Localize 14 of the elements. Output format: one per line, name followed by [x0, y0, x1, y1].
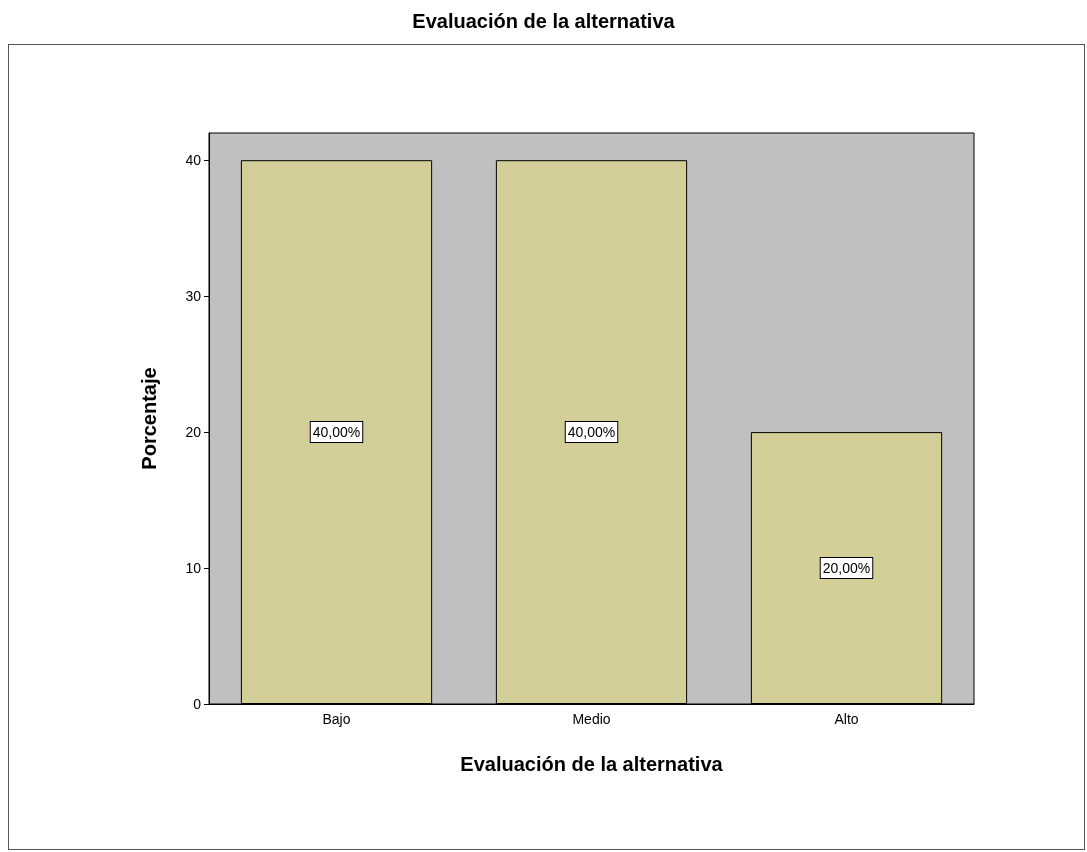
x-tick-label: Bajo: [322, 711, 351, 727]
y-tick-label: 20: [185, 424, 202, 441]
x-axis-title: Evaluación de la alternativa: [460, 753, 724, 775]
y-axis-title: Porcentaje: [138, 367, 160, 470]
y-tick-label: 0: [193, 696, 202, 712]
x-tick-label: Alto: [834, 711, 859, 727]
y-tick-label: 30: [185, 288, 202, 305]
data-label: 20,00%: [822, 560, 871, 577]
data-label: 40,00%: [312, 424, 361, 441]
chart-title: Evaluación de la alternativa: [411, 10, 676, 33]
data-label: 40,00%: [567, 424, 616, 441]
x-tick-label: Medio: [572, 711, 611, 727]
y-tick-label: 10: [185, 560, 202, 577]
y-tick-label: 40: [185, 152, 202, 169]
